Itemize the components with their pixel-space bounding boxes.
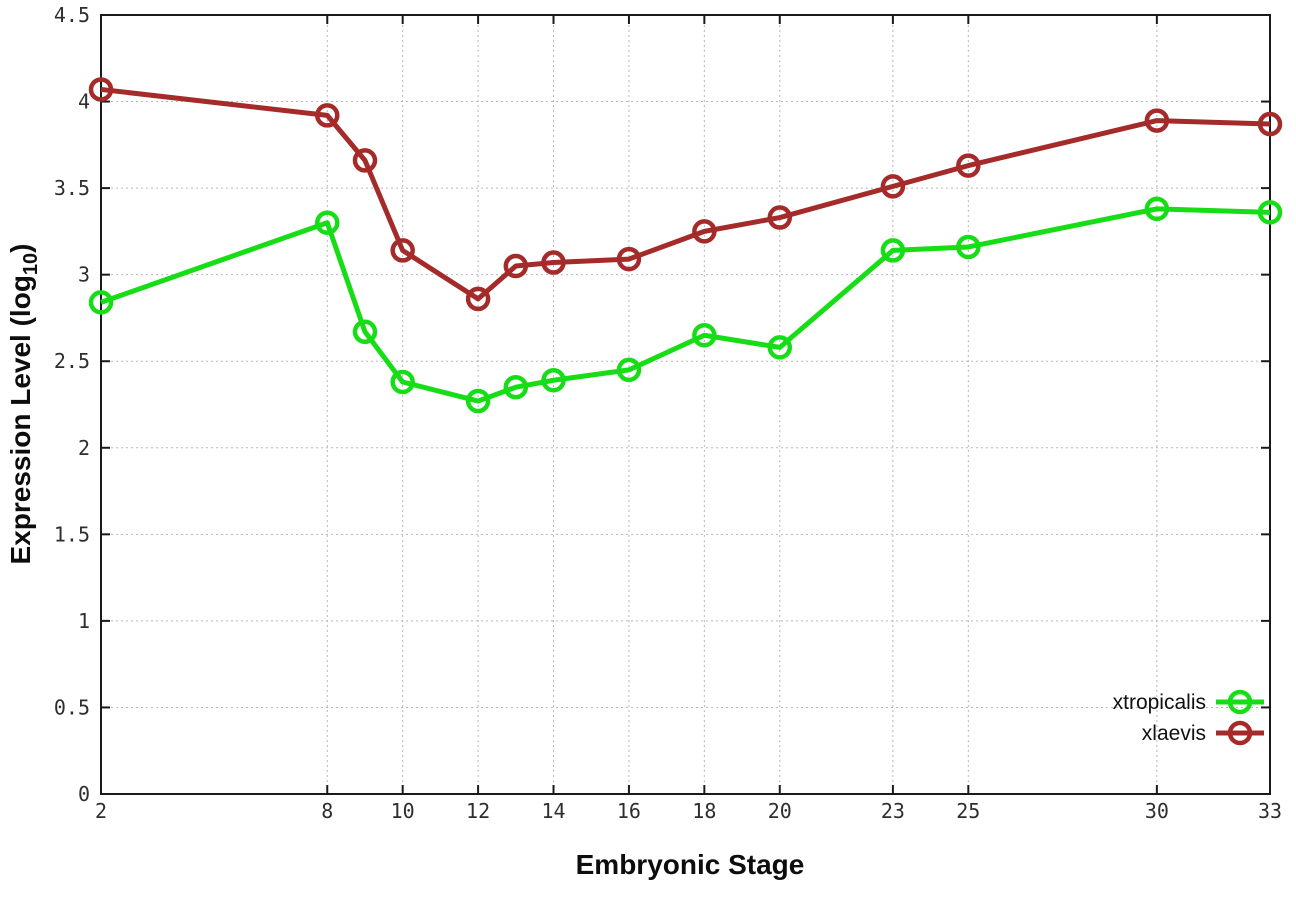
legend-label-xtropicalis: xtropicalis [1113,691,1206,714]
series-marker-xtropicalis [315,210,340,235]
series-marker-xtropicalis [1257,200,1283,225]
y-tick-label: 1.5 [54,522,90,546]
y-tick-label: 0 [78,782,90,806]
series-marker-xtropicalis [88,290,114,315]
y-tick-label: 3 [78,263,90,287]
series-marker-xlaevis [315,103,340,128]
legend-marker-icon [1227,720,1253,746]
frame-layer [100,14,1271,795]
series-line-xlaevis [100,86,1271,302]
x-tick-label: 10 [391,799,415,823]
x-tick-label: 20 [768,799,792,823]
series-marker-xlaevis [541,250,566,275]
x-tick-label: 23 [881,799,905,823]
series-layer [88,77,1283,414]
series-marker-xtropicalis [616,357,642,383]
series-marker-xlaevis [767,205,793,230]
legend: xtropicalis xlaevis [1113,689,1264,746]
y-axis-title-close-paren: ) [5,244,36,253]
legend-row: xlaevis [1142,720,1264,746]
y-axis-title-subscript: 10 [20,253,42,275]
series-marker-xtropicalis [767,335,793,360]
y-tick-label: 2.5 [54,349,90,373]
series-marker-xlaevis [692,219,717,244]
series-marker-xlaevis [616,246,642,272]
series-marker-xlaevis [1257,111,1283,137]
y-tick-label: 3.5 [54,176,90,200]
y-axis-title-text: Expression Level (log [5,275,36,564]
series-marker-xtropicalis [692,323,717,348]
series-marker-xtropicalis [541,368,566,393]
legend-marker-icon [1227,689,1253,715]
series-marker-xlaevis [956,153,981,178]
x-axis-title: Embryonic Stage [576,849,805,880]
series-marker-xlaevis [352,148,378,173]
x-tick-label: 2 [95,799,107,823]
series-marker-xlaevis [88,77,114,102]
x-tick-label: 30 [1145,799,1169,823]
y-tick-label: 4.5 [54,3,90,27]
grid-layer [101,15,1270,794]
x-tick-label: 8 [321,799,333,823]
y-axis-title: Expression Level (log10) [5,244,42,565]
series-marker-xlaevis [503,253,529,279]
series-marker-xlaevis [390,238,415,263]
series-marker-xtropicalis [503,374,529,400]
x-tick-label: 12 [466,799,490,823]
series-marker-xtropicalis [390,369,415,395]
series-marker-xlaevis [1144,108,1170,133]
legend-label-xlaevis: xlaevis [1142,722,1206,745]
x-tick-label: 14 [541,799,565,823]
series-marker-xtropicalis [352,319,378,345]
series-marker-xtropicalis [1144,196,1170,222]
series-marker-xtropicalis [880,238,906,263]
x-tick-label: 18 [692,799,716,823]
y-tick-label: 0.5 [54,695,90,719]
series-marker-xtropicalis [956,234,981,260]
series-marker-xlaevis [880,174,906,199]
x-tick-label: 33 [1258,799,1282,823]
series-marker-xtropicalis [465,388,491,414]
y-tick-label: 2 [78,436,90,460]
plot-frame [100,14,1271,795]
tick-label-layer: 2 8 10 12 14 16 18 20 23 25 30 33 0 0.5 1 1.5 2 2.5 3 3.5 4 4… [54,3,1282,823]
x-tick-label: 25 [956,799,980,823]
y-tick-label: 4 [78,90,90,114]
series-marker-xlaevis [465,286,491,312]
x-tick-label: 16 [617,799,641,823]
legend-row: xtropicalis [1113,689,1264,715]
y-tick-label: 1 [78,609,90,633]
